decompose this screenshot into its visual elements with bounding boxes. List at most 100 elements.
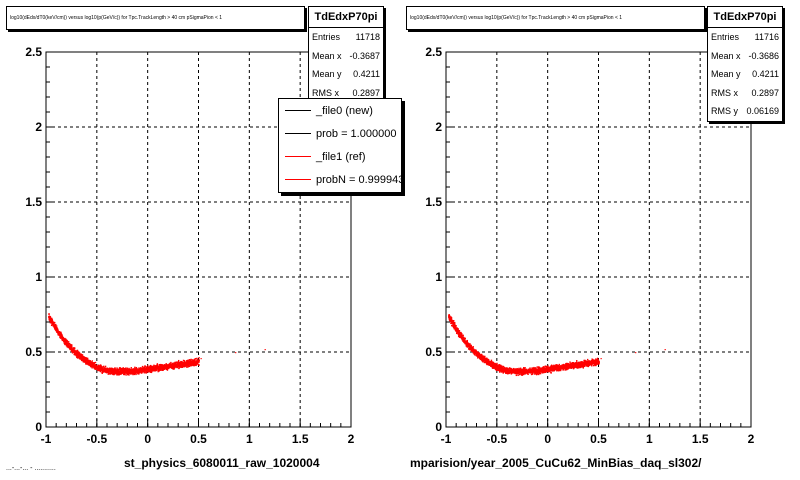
data-point [191,361,193,363]
data-point [189,362,192,364]
stats-value: -0.3687 [349,50,380,61]
legend-line-black [285,110,311,111]
data-point [50,324,53,327]
data-point [55,328,58,330]
data-point [78,355,80,357]
data-point [183,360,186,362]
data-point [178,362,180,364]
data-point [57,334,59,336]
data-point [132,370,134,373]
data-point [182,359,185,362]
data-point [576,362,578,364]
stats-row: Mean x -0.3687 [309,47,383,66]
stats-label: Mean x [312,50,342,61]
data-point [170,361,172,364]
data-point [99,365,102,367]
data-point [192,362,195,364]
data-point [480,356,482,358]
data-point [148,366,150,368]
data-point [127,371,130,374]
data-point [483,356,485,359]
data-point [139,369,141,372]
footer-fragment: ...-...-... - ........... [6,465,56,472]
data-point [188,365,191,368]
data-point [193,364,195,367]
data-point [494,363,497,366]
data-point [73,351,76,354]
data-point [450,318,453,321]
data-point [547,365,549,367]
data-point [108,369,110,371]
data-point [140,372,142,374]
data-point [566,364,569,366]
data-point [523,371,525,373]
y-tick-label: 1 [35,270,42,284]
data-point [114,368,116,370]
data-point [128,374,130,376]
data-point [515,372,517,375]
data-point [59,335,61,338]
scatter-points [448,314,666,377]
data-point [533,366,535,369]
data-point [531,369,533,372]
data-point [183,363,185,366]
data-point [562,367,564,370]
data-point [594,364,596,367]
data-point [180,360,182,363]
data-point [529,371,532,373]
data-point [518,373,521,376]
data-point [72,349,74,351]
data-point [583,359,585,362]
data-point [78,353,81,356]
data-point [172,368,175,370]
data-point [582,367,585,369]
stats-box: TdEdxP70pi Entries 11718 Mean x -0.3687 Me… [308,6,384,103]
data-point [595,364,597,367]
data-point [449,319,451,322]
data-point [182,363,185,365]
data-point [146,367,148,369]
data-point [173,364,175,367]
data-point [503,367,506,369]
data-point [126,372,128,375]
data-point [595,358,597,360]
data-point [486,363,488,365]
data-point [93,364,95,367]
data-point [66,344,69,347]
data-point [509,369,512,372]
data-point [587,365,590,367]
data-point [180,366,182,369]
data-point [178,366,180,368]
data-point [531,367,533,369]
data-point [502,371,504,373]
data-point [484,359,486,362]
data-point [466,344,468,346]
data-point [597,359,600,362]
data-point [102,366,104,368]
data-point [183,362,185,364]
data-point [462,334,464,337]
data-point [113,371,116,374]
data-point [60,334,62,337]
data-point [450,322,452,324]
data-point [497,369,500,371]
data-point [161,368,163,371]
data-point [64,343,66,346]
data-point [91,361,93,364]
data-point [192,360,194,363]
data-point [479,357,481,359]
data-point [535,373,538,376]
data-point [521,369,524,371]
data-point [121,370,124,372]
data-point [83,356,85,358]
data-point [56,329,58,331]
legend-line-red [285,156,311,157]
data-point [80,355,83,358]
data-point [547,371,550,373]
data-point [145,370,147,372]
data-point [101,368,103,371]
data-point [484,361,486,363]
data-point [76,354,79,356]
data-point [584,360,586,363]
data-point [92,364,94,366]
